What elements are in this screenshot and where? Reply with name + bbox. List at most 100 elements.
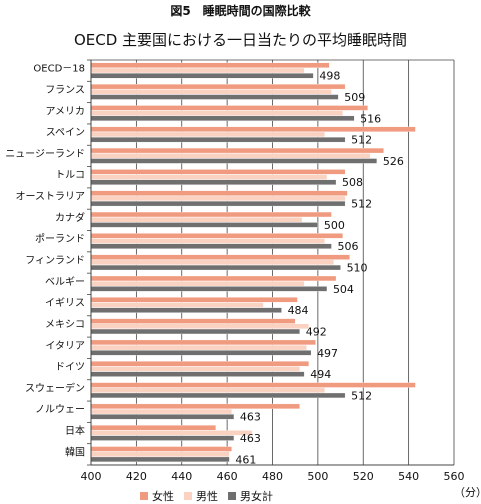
bar-female-2 (90, 105, 368, 111)
bar-male-1 (90, 89, 332, 95)
value-label-13: 497 (317, 347, 338, 360)
category-label-17: 日本 (65, 424, 85, 437)
bar-female-9 (90, 254, 350, 260)
category-label-0: OECD－18 (33, 64, 85, 75)
bar-female-8 (90, 233, 343, 239)
bar-male-16 (90, 408, 232, 415)
category-label-2: アメリカ (46, 105, 86, 117)
x-tick-label-440: 440 (171, 470, 192, 483)
value-label-16: 463 (240, 411, 261, 424)
legend-label-total: 男女計 (240, 490, 273, 503)
bar-total-17 (90, 435, 235, 441)
bar-male-8 (90, 238, 325, 244)
x-tick-label-460: 460 (217, 470, 238, 483)
bar-female-6 (90, 190, 348, 196)
figure-label: 図5 睡眠時間の国際比較 (170, 4, 311, 18)
bar-female-16 (90, 403, 300, 409)
bar-female-0 (90, 62, 330, 68)
category-label-7: カナダ (55, 211, 85, 224)
bar-male-7 (90, 217, 303, 223)
bar-female-14 (90, 361, 309, 367)
category-label-15: スウェーデン (25, 381, 85, 394)
value-label-7: 500 (324, 219, 345, 232)
bar-male-13 (90, 345, 307, 351)
category-label-14: ドイツ (55, 362, 85, 373)
x-tick-label-500: 500 (307, 470, 328, 483)
category-label-4: ニュージーランド (5, 148, 85, 160)
bar-male-2 (90, 110, 343, 116)
legend-item-female: 女性 (140, 488, 174, 504)
category-label-11: イギリス (45, 297, 85, 309)
bar-male-0 (90, 67, 305, 74)
bar-male-3 (90, 131, 325, 138)
bar-total-14 (90, 371, 305, 377)
bar-male-5 (90, 174, 328, 180)
bar-male-18 (90, 451, 230, 457)
legend-item-total: 男女計 (228, 488, 273, 504)
x-tick-label-560: 560 (444, 470, 465, 483)
bar-total-11 (90, 307, 282, 313)
bar-total-9 (90, 264, 341, 271)
value-label-3: 512 (351, 134, 372, 147)
category-label-6: オーストラリア (16, 191, 86, 203)
value-label-8: 506 (337, 240, 358, 253)
bar-female-4 (90, 147, 384, 154)
bar-female-5 (90, 169, 346, 175)
legend-item-male: 男性 (184, 488, 218, 504)
bar-total-7 (90, 222, 319, 228)
unit-label: （分） (454, 486, 481, 499)
legend-label-female: 女性 (152, 490, 174, 503)
category-label-12: メキシコ (45, 319, 85, 330)
bar-female-1 (90, 84, 346, 90)
bar-total-8 (90, 243, 332, 249)
value-label-10: 504 (333, 283, 354, 296)
x-tick-label-400: 400 (81, 470, 102, 483)
value-label-1: 509 (344, 91, 365, 104)
bar-total-10 (90, 286, 328, 292)
value-label-9: 510 (347, 262, 368, 275)
bar-female-3 (90, 126, 416, 132)
x-tick-label-480: 480 (262, 470, 283, 483)
bar-male-10 (90, 281, 305, 287)
category-label-8: ポーランド (35, 233, 85, 245)
bar-male-15 (90, 387, 325, 393)
x-tick-label-420: 420 (126, 470, 147, 483)
bar-total-0 (90, 73, 314, 79)
bar-male-9 (90, 259, 334, 265)
bar-total-13 (90, 350, 312, 356)
value-label-2: 516 (360, 112, 381, 125)
category-label-3: スペイン (46, 128, 85, 139)
bar-total-15 (90, 392, 346, 399)
bar-female-11 (90, 297, 298, 303)
bar-total-2 (90, 115, 355, 121)
chart-title: OECD 主要国における一日当たりの平均睡眠時間 (73, 31, 408, 49)
legend-swatch-total (228, 492, 236, 500)
category-label-18: 韓国 (65, 446, 85, 458)
bar-total-4 (90, 158, 378, 164)
value-label-18: 461 (235, 453, 256, 466)
value-label-12: 492 (306, 325, 327, 338)
bar-male-4 (90, 153, 371, 159)
category-label-16: ノルウェー (35, 404, 85, 416)
value-label-5: 508 (342, 176, 363, 189)
bar-female-12 (90, 318, 296, 324)
bar-female-7 (90, 211, 332, 218)
bar-male-14 (90, 366, 300, 372)
value-label-11: 484 (288, 304, 309, 317)
bar-total-18 (90, 456, 230, 462)
bar-total-6 (90, 201, 346, 207)
x-tick-label-520: 520 (353, 470, 374, 483)
bar-male-12 (90, 323, 309, 329)
value-label-4: 526 (383, 155, 404, 168)
category-label-1: フランス (45, 84, 85, 96)
category-label-9: フィンランド (25, 255, 85, 267)
category-label-5: トルコ (55, 170, 85, 181)
x-tick-label-540: 540 (398, 470, 419, 483)
category-label-10: ベルギー (45, 276, 85, 288)
bar-total-12 (90, 328, 300, 335)
bar-total-16 (90, 414, 235, 420)
category-label-13: イタリア (45, 340, 85, 352)
bar-total-1 (90, 94, 339, 100)
value-label-6: 512 (351, 198, 372, 211)
